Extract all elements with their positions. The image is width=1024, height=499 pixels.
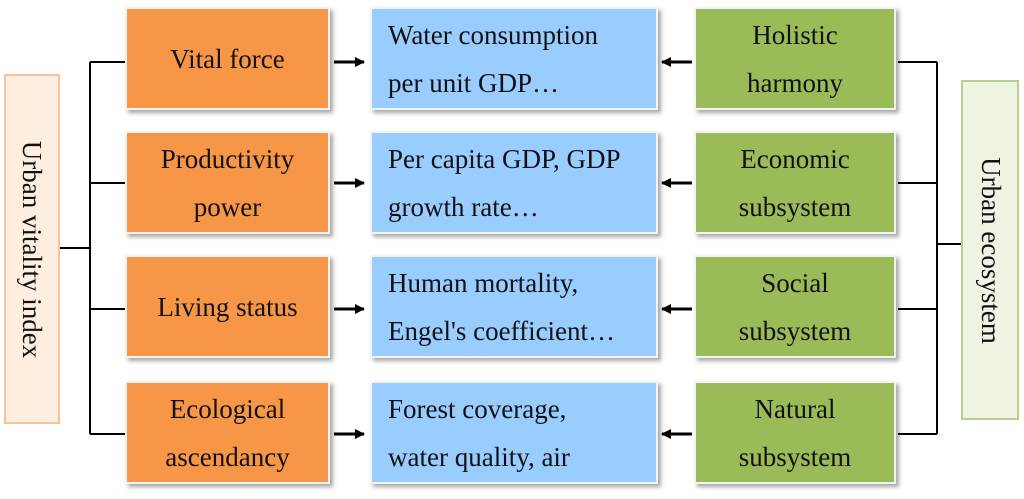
urban-ecosystem-label-box: Urban ecosystem <box>961 80 1019 420</box>
middle-box-3-line-2: Engel's coefficient… <box>388 315 616 346</box>
middle-box-4: Forest coverage, water quality, air <box>370 381 658 484</box>
left-box-2-line-1: Productivity <box>160 143 295 174</box>
middle-box-2-line-1: Per capita GDP, GDP <box>388 143 621 174</box>
middle-box-4-line-2: water quality, air <box>388 441 570 472</box>
right-box-2-line-2: subsystem <box>738 191 852 222</box>
left-box-4: Ecological ascendancy <box>125 381 330 484</box>
right-box-2: Economic subsystem <box>694 131 896 234</box>
left-box-1-line-1: Vital force <box>170 43 285 74</box>
right-box-3-line-2: subsystem <box>738 315 852 346</box>
urban-vitality-index-label-box: Urban vitality index <box>4 74 60 424</box>
right-box-2-line-1: Economic <box>740 143 850 174</box>
right-box-4: Natural subsystem <box>694 381 896 484</box>
middle-box-4-line-1: Forest coverage, <box>388 393 567 424</box>
middle-box-2: Per capita GDP, GDP growth rate… <box>370 131 658 234</box>
left-box-4-line-1: Ecological <box>169 393 286 424</box>
right-box-3: Social subsystem <box>694 255 896 358</box>
left-box-1: Vital force <box>125 7 330 110</box>
middle-box-3: Human mortality, Engel's coefficient… <box>370 255 658 358</box>
right-box-1-line-1: Holistic <box>752 19 838 50</box>
left-box-2: Productivity power <box>125 131 330 234</box>
left-box-3-line-1: Living status <box>157 291 298 322</box>
right-box-4-line-1: Natural <box>754 393 836 424</box>
middle-box-1-line-1: Water consumption <box>388 19 599 50</box>
left-box-3: Living status <box>125 255 330 358</box>
middle-box-3-line-1: Human mortality, <box>388 267 579 298</box>
right-box-1-line-2: harmony <box>747 67 843 98</box>
middle-box-1-line-2: per unit GDP… <box>388 67 559 98</box>
left-box-4-line-2: ascendancy <box>165 441 290 472</box>
right-box-1: Holistic harmony <box>694 7 896 110</box>
right-box-4-line-2: subsystem <box>738 441 852 472</box>
middle-box-1: Water consumption per unit GDP… <box>370 7 658 110</box>
left-box-2-line-2: power <box>193 191 262 222</box>
middle-box-2-line-2: growth rate… <box>388 191 539 222</box>
right-box-3-line-1: Social <box>761 267 829 298</box>
